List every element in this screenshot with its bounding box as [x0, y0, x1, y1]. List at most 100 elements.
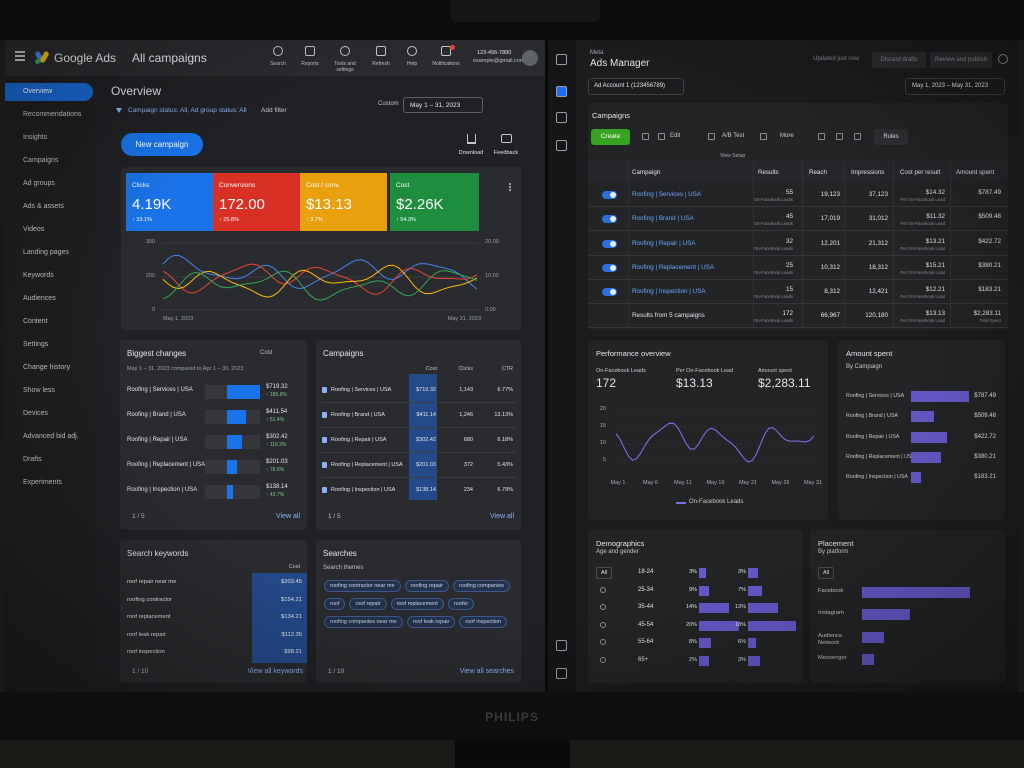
campaign-name[interactable]: Roofing | Replacement | USA	[632, 263, 715, 271]
rail-icon[interactable]	[556, 640, 567, 651]
metric-tile[interactable]: Conversions 172.00 ↑ 25.8%	[213, 173, 300, 231]
toolbar-label: Refresh	[372, 61, 390, 67]
new-campaign-button[interactable]: New campaign	[121, 133, 203, 156]
date-select[interactable]: May 1, 2023 – May 31, 2023	[905, 78, 1005, 95]
platform-bar	[862, 587, 970, 598]
view-all[interactable]: View all searches	[459, 668, 514, 675]
nav-item[interactable]: Change history	[23, 364, 71, 371]
nav-item[interactable]: Recommendations	[23, 111, 82, 118]
toolbar-icon[interactable]	[441, 46, 451, 56]
create-button[interactable]: Create	[591, 129, 630, 145]
view-all[interactable]: View all	[490, 513, 514, 520]
rail-icon[interactable]	[556, 54, 567, 65]
search-chip[interactable]: roofing repair	[404, 580, 449, 592]
filter-chip[interactable]: All	[818, 567, 835, 579]
toolbar-button[interactable]: More	[780, 133, 794, 139]
campaign-name[interactable]: Roofing | Replacement | USA	[331, 462, 403, 468]
nav-item[interactable]: Insights	[23, 134, 48, 141]
pager[interactable]: 1 / 5	[132, 513, 145, 520]
toolbar-icon[interactable]	[376, 46, 386, 56]
platform-bar	[862, 631, 884, 643]
keyword[interactable]: roofing contractor	[127, 596, 173, 603]
nav-item[interactable]: Landing pages	[23, 249, 69, 256]
search-chip[interactable]: roof leak repair	[406, 616, 456, 628]
keyword[interactable]: roof repair near me	[127, 579, 177, 585]
search-chip[interactable]: roof repair	[349, 598, 387, 610]
nav-item[interactable]: Videos	[23, 226, 45, 233]
date-range[interactable]: May 1 – 31, 2023	[403, 97, 483, 113]
toolbar-button[interactable]: Edit	[670, 133, 681, 139]
pager[interactable]: 1 / 10	[132, 668, 149, 675]
campaign-name[interactable]: Roofing | Inspection | USA	[331, 487, 396, 493]
nav-item[interactable]: Ad groups	[23, 180, 55, 187]
toolbar-icon[interactable]	[305, 46, 315, 56]
campaign-name[interactable]: Roofing | Repair | USA	[331, 437, 387, 443]
nav-item[interactable]: Drafts	[23, 456, 42, 463]
nav-item[interactable]: Overview	[23, 88, 53, 95]
nav-item[interactable]: Experiments	[23, 479, 62, 486]
settings-icon[interactable]	[998, 54, 1008, 64]
pager[interactable]: 1 / 5	[328, 513, 341, 520]
pager[interactable]: 1 / 10	[328, 668, 345, 675]
rail-icon[interactable]	[556, 668, 567, 679]
toolbar-icon[interactable]	[340, 46, 350, 56]
view-all[interactable]: View all keywords	[247, 668, 303, 675]
metric-tile[interactable]: Clicks 4.19K ↑ 33.1%	[126, 173, 213, 231]
nav-item[interactable]: Ads & assets	[23, 203, 64, 210]
search-chip[interactable]: roof inspection	[459, 616, 508, 628]
column-divider	[844, 161, 845, 327]
toolbar-icon	[836, 133, 843, 140]
metric-tile[interactable]: Cost / conv. $13.13 ↑ 3.7%	[300, 173, 387, 231]
toggle[interactable]	[602, 263, 617, 272]
account-select[interactable]: Ad Account 1 (123456789)	[588, 78, 684, 95]
view-setup[interactable]: View Setup	[720, 153, 746, 159]
nav-item[interactable]: Keywords	[23, 272, 54, 279]
search-chip[interactable]: roof replacement	[390, 598, 444, 610]
rail-icon[interactable]	[556, 140, 567, 151]
nav-item[interactable]: Audiences	[23, 295, 56, 302]
publish-button[interactable]: Review and publish	[930, 52, 992, 68]
campaign-name[interactable]: Roofing | Repair | USA	[632, 239, 696, 247]
campaign-name[interactable]: Roofing | Brand | USA	[331, 412, 385, 418]
metric-selector[interactable]: Cost	[260, 350, 273, 356]
rail-icon[interactable]	[556, 112, 567, 123]
keyword[interactable]: roof leak repair	[127, 631, 166, 638]
avatar[interactable]	[522, 50, 538, 66]
filter-chip[interactable]: All	[596, 567, 613, 579]
keyword[interactable]: roof replacement	[127, 614, 171, 620]
campaign-name[interactable]: Roofing | Brand | USA	[632, 215, 694, 223]
add-filter[interactable]: Add filter	[261, 107, 287, 114]
toggle[interactable]	[602, 288, 617, 297]
campaign-name[interactable]: Roofing | Services | USA	[331, 387, 392, 393]
toolbar-icon[interactable]	[273, 46, 283, 56]
rail-icon[interactable]	[556, 86, 567, 97]
metric-tile[interactable]: Cost $2.26K ↑ 54.3%	[390, 173, 479, 231]
toolbar-icon[interactable]	[407, 46, 417, 56]
toolbar-button[interactable]: A/B Test	[722, 133, 745, 139]
nav-item[interactable]: Advanced bid adj.	[23, 433, 79, 440]
download-label[interactable]: Download	[458, 150, 484, 156]
toggle[interactable]	[602, 239, 617, 248]
nav-item[interactable]: Settings	[23, 341, 49, 348]
nav-item[interactable]: Content	[23, 318, 48, 325]
keyword[interactable]: roof inspection	[127, 649, 165, 655]
kebab-dot	[509, 189, 511, 191]
view-all[interactable]: View all	[276, 513, 300, 520]
search-chip[interactable]: roofing companies near me	[324, 616, 403, 628]
nav-item[interactable]: Show less	[23, 387, 55, 394]
campaign-name[interactable]: Roofing | Services | USA	[632, 191, 702, 198]
discard-button[interactable]: Discard drafts	[872, 52, 926, 68]
toggle[interactable]	[602, 215, 617, 224]
toolbar-icon	[642, 133, 649, 140]
campaign-name[interactable]: Roofing | Inspection | USA	[632, 288, 706, 296]
rules-button[interactable]: Rules	[874, 129, 908, 145]
nav-item[interactable]: Devices	[23, 410, 48, 417]
search-chip[interactable]: roofing contractor near me	[324, 580, 401, 592]
nav-item[interactable]: Campaigns	[23, 157, 59, 164]
search-chip[interactable]: roofing companies	[452, 580, 510, 592]
search-chip[interactable]: roofer	[447, 598, 475, 610]
card-title: Demographics	[596, 539, 645, 548]
feedback-label[interactable]: Feedback	[493, 150, 519, 156]
search-chip[interactable]: roof	[324, 598, 346, 610]
toggle[interactable]	[602, 191, 617, 199]
